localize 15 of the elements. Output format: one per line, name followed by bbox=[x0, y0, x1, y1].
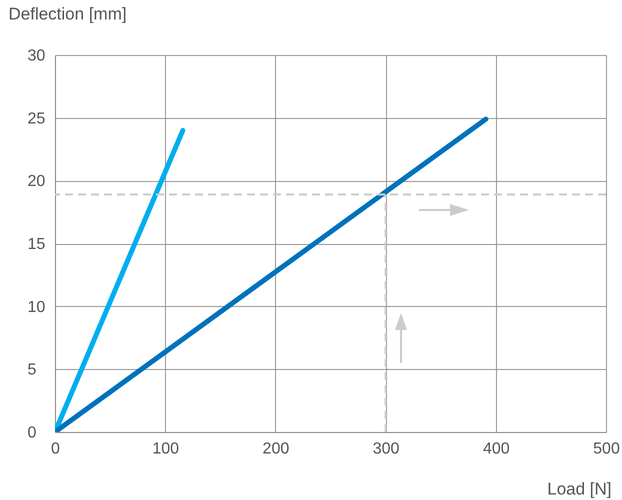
y-tick-label: 30 bbox=[28, 48, 46, 64]
y-tick-label: 20 bbox=[28, 173, 46, 190]
x-tick-label: 400 bbox=[482, 440, 510, 458]
x-tick-label: 300 bbox=[372, 440, 400, 458]
x-tick-label: 200 bbox=[262, 440, 290, 458]
y-tick-label: 25 bbox=[28, 110, 46, 128]
y-tick-label: 15 bbox=[28, 236, 46, 253]
y-axis-title: Deflection [mm] bbox=[8, 4, 127, 24]
x-tick-label: 0 bbox=[51, 440, 60, 458]
y-tick-label: 0 bbox=[28, 424, 36, 442]
x-tick-label: 500 bbox=[593, 440, 620, 458]
x-axis-title: Load [N] bbox=[547, 480, 612, 498]
x-tick-label: 100 bbox=[152, 440, 180, 458]
y-tick-label: 5 bbox=[28, 362, 36, 379]
y-tick-label: 10 bbox=[28, 298, 46, 316]
